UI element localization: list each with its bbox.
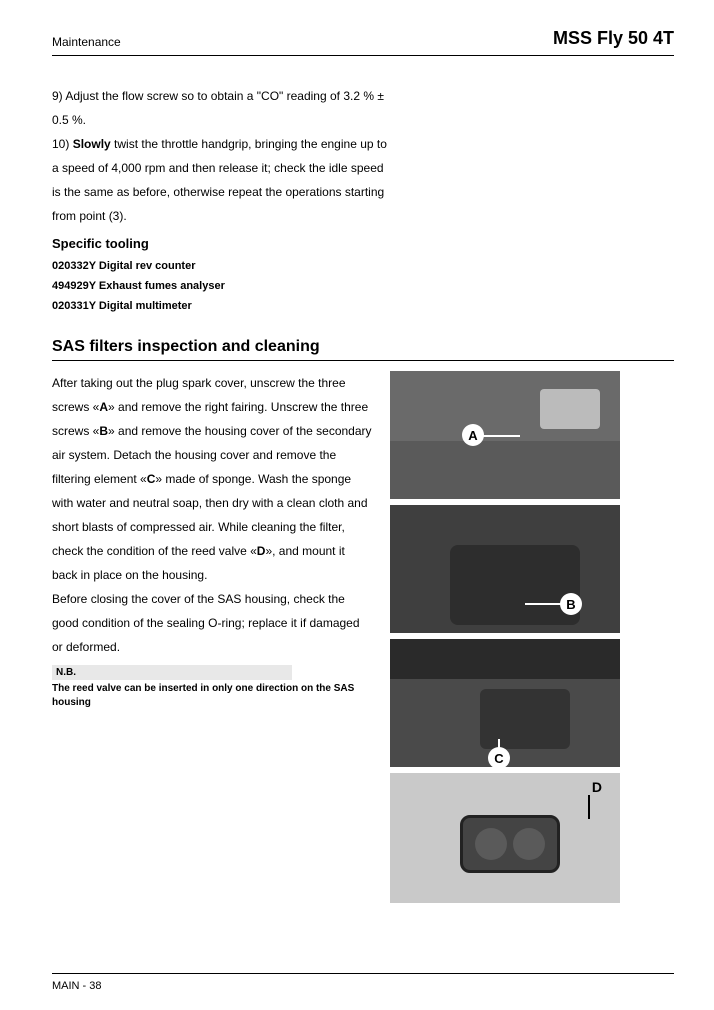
step-10-bold: Slowly [73, 137, 111, 151]
sas-text-col: After taking out the plug spark cover, u… [52, 371, 372, 710]
sas-image-col: A B C D [390, 371, 674, 903]
note-label: N.B. [52, 665, 292, 680]
step-9: 9) Adjust the flow screw so to obtain a … [52, 84, 392, 132]
step-10: 10) Slowly twist the throttle handgrip, … [52, 132, 392, 228]
tool-0: 020332Y Digital rev counter [52, 257, 392, 277]
procedure-steps: 9) Adjust the flow screw so to obtain a … [52, 84, 392, 316]
page-footer: MAIN - 38 [52, 973, 674, 992]
sas-body: After taking out the plug spark cover, u… [52, 371, 674, 903]
tool-1: 494929Y Exhaust fumes analyser [52, 277, 392, 297]
sas-paragraph-1: After taking out the plug spark cover, u… [52, 371, 372, 587]
figure-d: D [390, 773, 620, 903]
note-text: The reed valve can be inserted in only o… [52, 682, 372, 710]
figure-c: C [390, 639, 620, 767]
header-section: Maintenance [52, 35, 121, 49]
step-10-prefix: 10) [52, 137, 73, 151]
header-model: MSS Fly 50 4T [553, 28, 674, 49]
figure-b: B [390, 505, 620, 633]
label-c: C [488, 747, 510, 767]
section-title: SAS filters inspection and cleaning [52, 338, 674, 361]
page-header: Maintenance MSS Fly 50 4T [52, 28, 674, 56]
label-d: D [592, 779, 602, 795]
tooling-heading: Specific tooling [52, 236, 392, 251]
sas-paragraph-2: Before closing the cover of the SAS hous… [52, 587, 372, 659]
figure-a: A [390, 371, 620, 499]
tool-2: 020331Y Digital multimeter [52, 297, 392, 317]
